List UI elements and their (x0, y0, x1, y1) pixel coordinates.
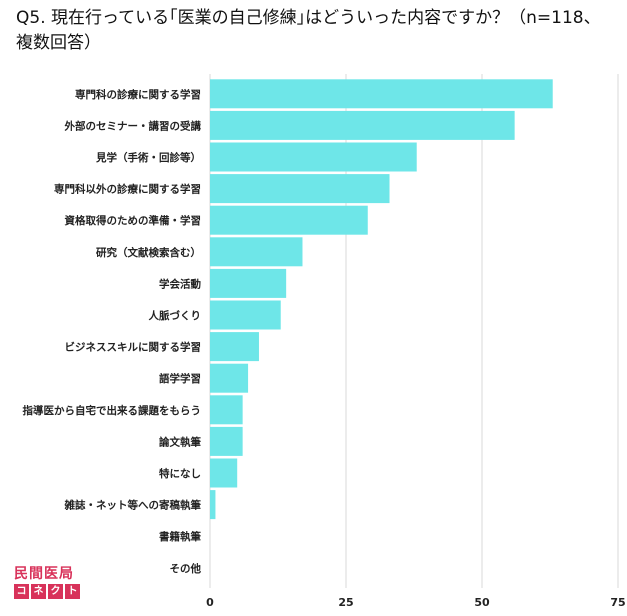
bars (210, 79, 553, 520)
bar (210, 426, 243, 456)
category-label: 人脈づくり (149, 309, 202, 322)
bar (210, 332, 259, 362)
bar (210, 300, 281, 330)
bar (210, 268, 287, 298)
category-label: 外部のセミナー・講習の受講 (64, 119, 202, 132)
category-label: 研究（文献検索含む） (96, 246, 201, 259)
bar (210, 363, 249, 393)
category-label: 雑誌・ネット等への寄稿執筆 (64, 499, 202, 512)
logo-char: ネ (31, 584, 46, 599)
bar (210, 237, 303, 267)
category-label: ビジネススキルに関する学習 (65, 341, 202, 354)
bar (210, 174, 390, 204)
bar (210, 142, 417, 172)
logo-char: ト (65, 584, 80, 599)
minkan-ikyoku-connect-logo: 民間医局 コ ネ ク ト (14, 566, 88, 606)
x-tick-labels: 0 25 50 75 (206, 596, 625, 609)
x-tick-label: 25 (338, 596, 353, 609)
bar (210, 110, 515, 140)
bar (210, 79, 553, 109)
bar (210, 490, 216, 520)
logo-char: コ (14, 584, 29, 599)
category-label: 特になし (159, 467, 201, 480)
bar (210, 205, 368, 235)
logo-subtext: コ ネ ク ト (14, 584, 88, 599)
category-label: 見学（手術・回診等） (95, 151, 201, 164)
category-label: その他 (170, 562, 202, 575)
x-tick-label: 0 (206, 596, 214, 609)
logo-text: 民間医局 (14, 566, 74, 582)
category-label: 書籍執筆 (159, 530, 201, 543)
category-label: 資格取得のための準備・学習 (65, 214, 202, 227)
category-label: 論文執筆 (159, 435, 201, 448)
category-label: 指導医から自宅で出来る課題をもらう (23, 404, 202, 417)
x-tick-label: 50 (474, 596, 490, 609)
chart-title: Q5. 現在行っている｢医業の自己修練｣はどういった内容ですか？（n=118、複… (16, 8, 601, 53)
logo-char: ク (48, 584, 63, 599)
category-label: 専門科の診療に関する学習 (75, 88, 201, 101)
category-label: 専門科以外の診療に関する学習 (54, 183, 201, 196)
x-tick-label: 75 (610, 596, 625, 609)
bar (210, 395, 243, 425)
bar (210, 458, 238, 488)
category-label: 語学学習 (159, 372, 201, 385)
category-label: 学会活動 (159, 277, 201, 290)
